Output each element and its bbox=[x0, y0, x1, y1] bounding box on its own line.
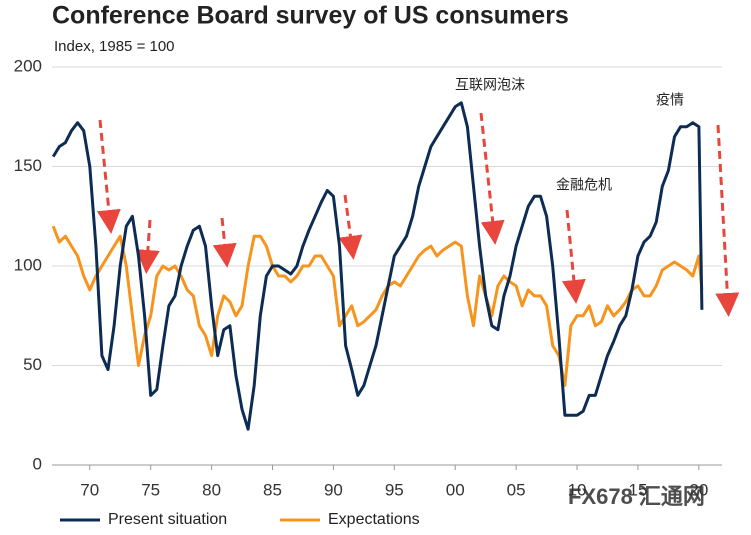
annotation: 互联网泡沫 bbox=[455, 77, 525, 93]
y-tick-label: 100 bbox=[14, 255, 42, 274]
x-tick-label: 05 bbox=[507, 480, 526, 499]
series-line bbox=[51, 225, 704, 387]
x-tick-label: 20 bbox=[689, 480, 708, 499]
legend-label: Expectations bbox=[328, 511, 420, 528]
x-tick-label: 10 bbox=[568, 480, 587, 499]
x-tick-label: 70 bbox=[80, 480, 99, 499]
x-tick-label: 90 bbox=[324, 480, 343, 499]
watermark: FX678 汇通网 bbox=[568, 484, 705, 509]
y-tick-label: 150 bbox=[14, 156, 42, 175]
x-tick-label: 00 bbox=[446, 480, 465, 499]
x-tick-label: 15 bbox=[628, 480, 647, 499]
y-tick-label: 0 bbox=[33, 454, 42, 473]
annotation: 疫情 bbox=[656, 92, 684, 108]
chart-subtitle: Index, 1985 = 100 bbox=[54, 38, 175, 55]
x-tick-label: 95 bbox=[385, 480, 404, 499]
legend-label: Present situation bbox=[108, 511, 227, 528]
y-tick-label: 200 bbox=[14, 56, 42, 75]
x-tick-label: 85 bbox=[263, 480, 282, 499]
series-line bbox=[51, 101, 704, 431]
x-tick-label: 80 bbox=[202, 480, 221, 499]
x-tick-label: 75 bbox=[141, 480, 160, 499]
chart-title: Conference Board survey of US consumers bbox=[52, 2, 569, 30]
y-tick-label: 50 bbox=[23, 355, 42, 374]
annotation: 金融危机 bbox=[556, 177, 612, 193]
arrows bbox=[96, 112, 740, 317]
